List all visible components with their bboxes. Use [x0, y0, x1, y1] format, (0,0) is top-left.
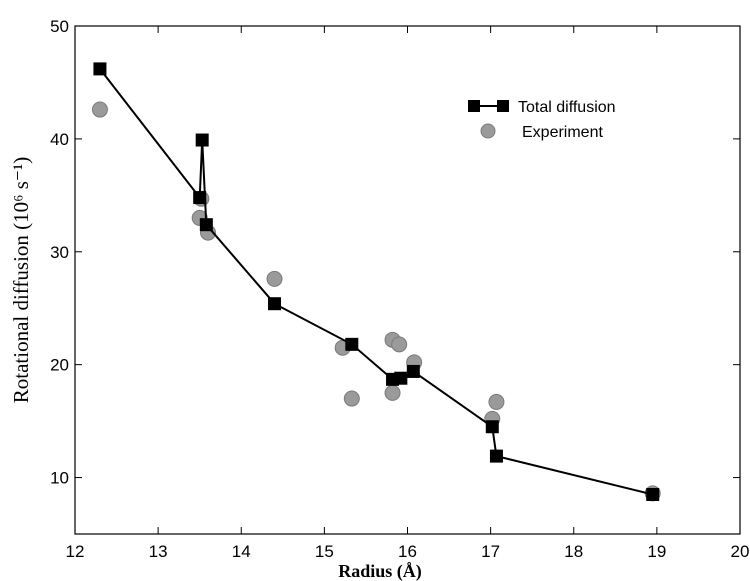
x-axis-ticks: 12 13 14 15 16 17 18 19 20: [66, 26, 750, 561]
total-diffusion-point: [646, 487, 660, 501]
x-tick-label: 20: [731, 542, 750, 561]
x-axis-label: Radius (Å): [338, 561, 422, 581]
x-tick-label: 16: [398, 542, 417, 561]
y-tick-label: 10: [50, 469, 69, 488]
x-tick-label: 19: [647, 542, 666, 561]
legend: Total diffusion Experiment: [468, 99, 616, 141]
legend-square-marker: [497, 100, 509, 112]
experiment-point: [384, 384, 401, 401]
total-diffusion-point: [199, 218, 213, 232]
y-tick-label: 20: [50, 356, 69, 375]
legend-item-total-diffusion: Total diffusion: [468, 99, 616, 116]
x-tick-label: 13: [149, 542, 168, 561]
series-layer: [91, 62, 661, 502]
x-tick-label: 14: [232, 542, 251, 561]
total-diffusion-point: [268, 297, 281, 311]
y-axis-label: Rotational diffusion (10⁶ s⁻¹): [9, 157, 33, 404]
legend-label-experiment: Experiment: [522, 124, 603, 141]
y-tick-label: 30: [50, 243, 69, 262]
total-diffusion-point: [489, 449, 503, 463]
total-diffusion-point: [406, 364, 420, 378]
total-diffusion-point: [93, 62, 107, 76]
y-tick-label: 40: [50, 130, 69, 149]
total-diffusion-point: [485, 420, 499, 434]
experiment-point: [343, 390, 360, 407]
total-diffusion-point: [394, 371, 408, 385]
total-diffusion-point: [193, 191, 207, 205]
legend-square-marker: [468, 100, 480, 112]
y-axis-ticks: 10 20 30 40 50: [50, 17, 740, 488]
y-tick-label: 50: [50, 17, 69, 36]
x-tick-label: 17: [481, 542, 500, 561]
total-diffusion-point: [195, 133, 209, 147]
legend-label-total-diffusion: Total diffusion: [518, 99, 616, 116]
experiment-point: [266, 270, 283, 287]
experiment-point: [488, 393, 505, 410]
legend-item-experiment: Experiment: [480, 123, 603, 141]
plot-frame: [74, 25, 741, 535]
experiment-point: [91, 101, 108, 118]
x-tick-label: 12: [66, 542, 85, 561]
experiment-point: [391, 336, 408, 353]
legend-circle-marker: [480, 123, 496, 139]
x-tick-label: 15: [315, 542, 334, 561]
total-diffusion-point: [345, 337, 359, 351]
x-tick-label: 18: [564, 542, 583, 561]
